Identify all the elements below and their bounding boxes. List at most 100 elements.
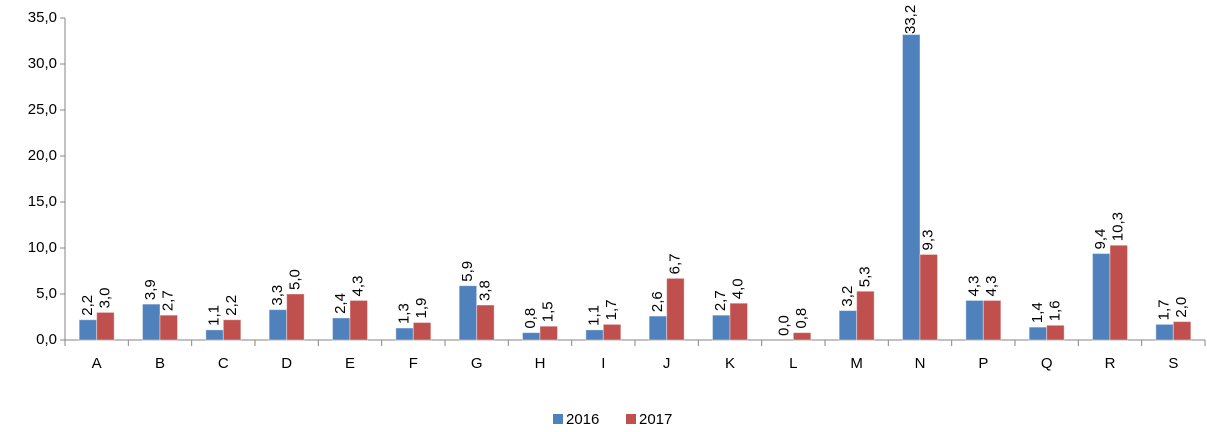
legend-swatch — [553, 414, 563, 424]
bar — [1092, 253, 1111, 341]
x-tick-label: E — [345, 355, 355, 372]
bar — [856, 290, 875, 341]
data-label: 2,7 — [160, 290, 177, 311]
x-tick-label: G — [471, 355, 483, 372]
bar — [142, 303, 161, 341]
data-label: 0,8 — [793, 308, 810, 329]
legend-label: 2017 — [639, 411, 672, 428]
bar — [1172, 321, 1192, 341]
data-label: 3,3 — [269, 285, 286, 306]
bar — [792, 332, 812, 341]
bar — [539, 325, 558, 341]
data-label: 2,4 — [332, 293, 349, 314]
data-label: 0,0 — [776, 315, 793, 336]
x-tick-label: F — [409, 355, 418, 372]
data-label: 1,3 — [396, 303, 413, 324]
data-label: 33,2 — [902, 5, 919, 34]
data-label: 1,4 — [1029, 302, 1046, 323]
x-tick-label: L — [789, 355, 797, 372]
data-label: 4,0 — [730, 278, 747, 299]
y-tick-label: 35,0 — [28, 9, 57, 26]
bar — [476, 304, 495, 341]
x-tick-label: C — [218, 355, 229, 372]
data-label: 6,7 — [666, 254, 683, 275]
y-tick-label: 20,0 — [28, 147, 57, 164]
bar — [602, 323, 622, 341]
data-label: 5,0 — [286, 269, 303, 290]
bar — [349, 299, 368, 341]
bar — [1028, 326, 1048, 341]
data-label: 2,2 — [79, 295, 96, 316]
bar — [96, 311, 115, 341]
data-label: 9,3 — [920, 230, 937, 251]
data-label: 1,9 — [413, 298, 430, 319]
x-tick-label: M — [850, 355, 863, 372]
bar — [902, 34, 921, 341]
bar — [412, 322, 432, 341]
x-tick-label: A — [92, 355, 102, 372]
x-tick-label: B — [155, 355, 165, 372]
bar — [222, 319, 242, 341]
bar — [159, 314, 178, 341]
y-tick-label: 15,0 — [28, 193, 57, 210]
y-tick-label: 5,0 — [36, 285, 57, 302]
bar — [205, 329, 224, 341]
x-tick-label: I — [601, 355, 605, 372]
legend-label: 2016 — [566, 411, 599, 428]
x-tick-label: K — [725, 355, 735, 372]
bar — [712, 314, 731, 341]
x-tick-label: S — [1168, 355, 1178, 372]
data-label: 2,0 — [1173, 297, 1190, 318]
legend-swatch — [626, 414, 636, 424]
x-tick-label: N — [915, 355, 926, 372]
bar — [648, 315, 668, 341]
data-label: 2,6 — [649, 291, 666, 312]
bar — [666, 277, 685, 341]
bar — [332, 317, 351, 341]
data-label: 3,9 — [142, 279, 159, 300]
x-tick-label: J — [663, 355, 671, 372]
data-label: 5,3 — [856, 266, 873, 287]
bar — [395, 327, 414, 341]
bar — [78, 319, 98, 341]
y-tick-label: 0,0 — [36, 331, 57, 348]
data-label: 1,1 — [206, 305, 223, 326]
y-tick-label: 30,0 — [28, 55, 57, 72]
bar — [729, 302, 748, 341]
bar — [268, 309, 288, 341]
bar — [286, 293, 305, 341]
data-label: 1,6 — [1046, 300, 1063, 321]
bar — [1155, 323, 1174, 341]
data-label: 9,4 — [1092, 229, 1109, 250]
bar — [1109, 244, 1128, 341]
data-label: 5,9 — [459, 261, 476, 282]
bar — [982, 299, 1002, 341]
bar — [838, 310, 858, 341]
data-label: 3,0 — [96, 288, 113, 309]
bar — [458, 285, 478, 341]
x-tick-label: Q — [1041, 355, 1053, 372]
data-label: 1,5 — [540, 301, 557, 322]
bar — [965, 299, 984, 341]
data-label: 2,2 — [223, 295, 240, 316]
bar — [522, 332, 541, 341]
bar — [1046, 324, 1065, 341]
x-tick-label: H — [535, 355, 546, 372]
data-label: 10,3 — [1110, 212, 1127, 241]
data-label: 3,2 — [839, 286, 856, 307]
data-label: 0,8 — [522, 308, 539, 329]
y-tick-label: 25,0 — [28, 101, 57, 118]
data-label: 1,7 — [1156, 300, 1173, 321]
x-tick-label: R — [1105, 355, 1116, 372]
data-label: 1,1 — [586, 305, 603, 326]
data-label: 3,8 — [476, 280, 493, 301]
x-tick-label: P — [978, 355, 988, 372]
y-tick-label: 10,0 — [28, 239, 57, 256]
data-label: 1,7 — [603, 300, 620, 321]
bar — [585, 329, 604, 341]
data-label: 4,3 — [350, 276, 367, 297]
bar — [919, 253, 938, 341]
data-label: 2,7 — [712, 290, 729, 311]
